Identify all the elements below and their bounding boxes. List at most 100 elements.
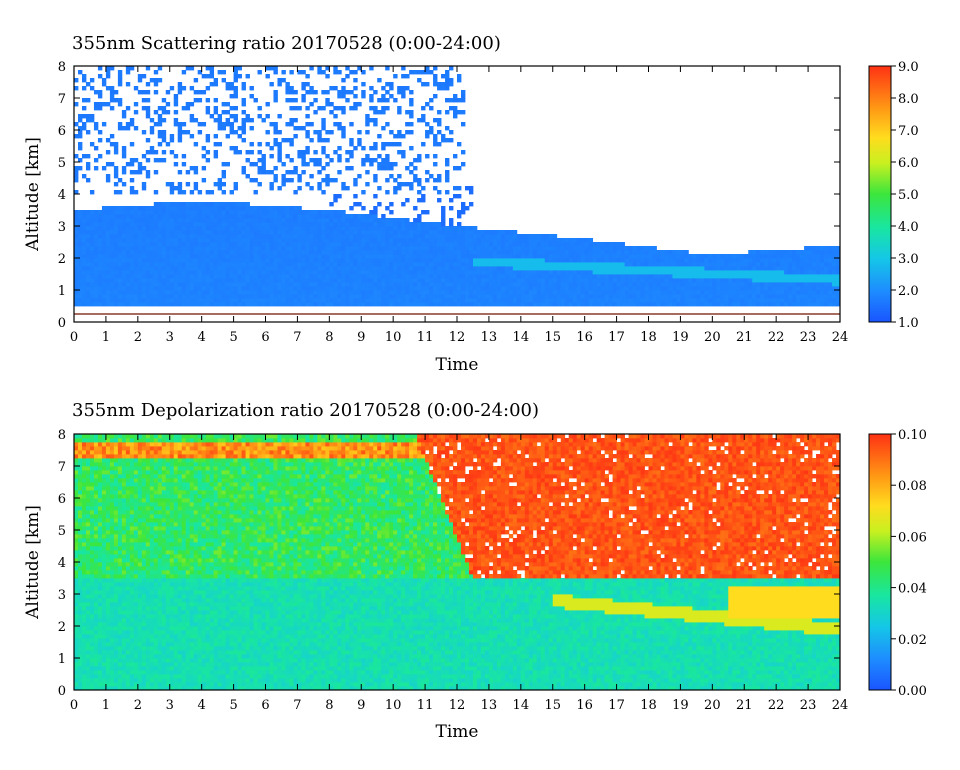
- heatmap-cell: [77, 234, 83, 239]
- heatmap-cell: [265, 66, 270, 71]
- heatmap-cell: [373, 106, 378, 111]
- colorbar-tick-label: 9.0: [898, 60, 919, 75]
- heatmap-cell: [89, 226, 95, 231]
- heatmap-cell: [105, 210, 111, 215]
- heatmap-cell: [460, 266, 466, 271]
- heatmap-cell: [241, 170, 246, 175]
- heatmap-cell: [656, 250, 661, 255]
- heatmap-cell: [373, 218, 378, 223]
- heatmap-cell: [269, 250, 274, 255]
- x-tick-label: 6: [261, 330, 269, 345]
- heatmap-cell: [237, 250, 242, 255]
- heatmap-cell: [608, 302, 613, 307]
- heatmap-cell: [309, 102, 314, 107]
- heatmap-cell: [237, 238, 242, 243]
- heatmap-cell: [612, 258, 617, 263]
- heatmap-cell: [572, 246, 578, 251]
- heatmap-cell: [221, 270, 226, 275]
- heatmap-cell: [596, 242, 602, 247]
- heatmap-cell: [245, 218, 250, 223]
- heatmap-cell: [748, 266, 753, 271]
- heatmap-cell: [720, 290, 725, 295]
- heatmap-cell: [289, 70, 294, 75]
- heatmap-cell: [508, 238, 514, 243]
- heatmap-cell: [532, 234, 538, 239]
- heatmap-cell: [125, 214, 131, 219]
- heatmap-cell: [496, 286, 502, 291]
- heatmap-cell: [297, 302, 302, 307]
- heatmap-cell: [464, 278, 470, 283]
- heatmap-cell: [401, 254, 406, 259]
- heatmap-cell: [437, 286, 442, 291]
- heatmap-cell: [449, 78, 454, 83]
- heatmap-cell: [129, 262, 135, 267]
- heatmap-cell: [836, 246, 841, 251]
- heatmap-cell: [241, 266, 246, 271]
- heatmap-cell: [93, 126, 99, 131]
- heatmap-cell: [225, 210, 230, 215]
- heatmap-cell: [333, 286, 338, 291]
- heatmap-cell: [141, 286, 147, 291]
- heatmap-cell: [77, 118, 83, 123]
- heatmap-cell: [468, 246, 474, 251]
- heatmap-cell: [325, 286, 330, 291]
- heatmap-cell: [225, 258, 230, 263]
- heatmap-cell: [492, 242, 498, 247]
- heatmap-cell: [245, 274, 250, 279]
- heatmap-cell: [680, 270, 685, 275]
- heatmap-cell: [345, 266, 350, 271]
- heatmap-cell: [77, 550, 83, 555]
- heatmap-cell: [293, 210, 298, 215]
- heatmap-cell: [409, 230, 414, 235]
- heatmap-cell: [764, 278, 769, 283]
- heatmap-cell: [161, 238, 167, 243]
- heatmap-cell: [425, 222, 430, 227]
- heatmap-cell: [369, 86, 374, 91]
- heatmap-cell: [445, 290, 450, 295]
- heatmap-cell: [764, 298, 769, 303]
- heatmap-cell: [349, 282, 354, 287]
- heatmap-cell: [556, 290, 562, 295]
- heatmap-cell: [77, 610, 83, 615]
- heatmap-cell: [257, 242, 262, 247]
- heatmap-cell: [748, 254, 753, 259]
- heatmap-cell: [137, 274, 143, 279]
- heatmap-cell: [273, 266, 278, 271]
- heatmap-cell: [305, 114, 310, 119]
- heatmap-cell: [205, 242, 211, 247]
- heatmap-cell: [205, 266, 211, 271]
- heatmap-cell: [129, 250, 135, 255]
- heatmap-cell: [568, 274, 574, 279]
- heatmap-cell: [768, 250, 773, 255]
- heatmap-cell: [660, 254, 665, 259]
- heatmap-cell: [265, 286, 270, 291]
- heatmap-cell: [297, 246, 302, 251]
- heatmap-cell: [624, 278, 629, 283]
- heatmap-cell: [209, 82, 215, 87]
- heatmap-cell: [181, 230, 187, 235]
- heatmap-cell: [305, 286, 310, 291]
- heatmap-cell: [225, 102, 230, 107]
- heatmap-cell: [628, 266, 633, 271]
- heatmap-cell: [812, 262, 817, 267]
- heatmap-cell: [812, 258, 817, 263]
- heatmap-cell: [133, 206, 139, 211]
- heatmap-cell: [449, 290, 454, 295]
- heatmap-cell: [149, 150, 155, 155]
- heatmap-cell: [780, 266, 785, 271]
- heatmap-cell: [313, 234, 318, 239]
- heatmap-cell: [476, 274, 482, 279]
- heatmap-cell: [193, 226, 199, 231]
- heatmap-cell: [189, 258, 195, 263]
- heatmap-cell: [445, 294, 450, 299]
- heatmap-cell: [133, 86, 139, 91]
- heatmap-cell: [113, 170, 119, 175]
- heatmap-cell: [201, 286, 207, 291]
- heatmap-cell: [409, 110, 414, 115]
- heatmap-cell: [333, 262, 338, 267]
- heatmap-cell: [161, 278, 167, 283]
- heatmap-cell: [281, 262, 286, 267]
- heatmap-cell: [309, 258, 314, 263]
- heatmap-cell: [736, 286, 741, 291]
- heatmap-cell: [457, 110, 462, 115]
